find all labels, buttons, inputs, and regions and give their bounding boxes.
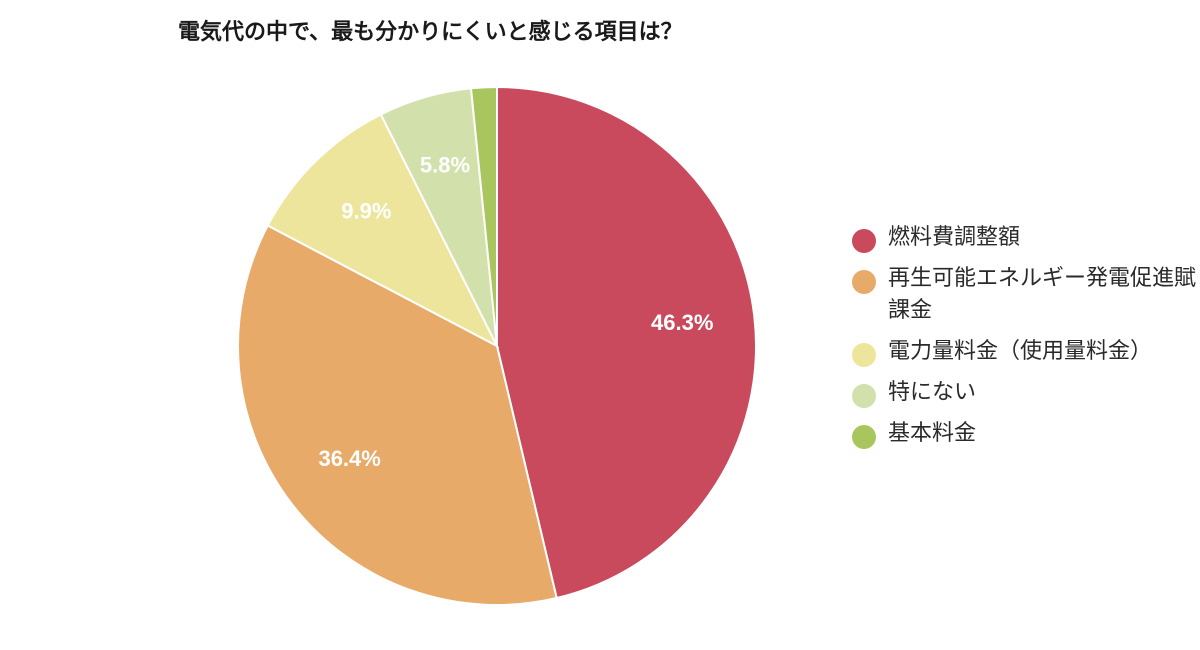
- legend-swatch-icon: [852, 343, 876, 367]
- legend-item-none[interactable]: 特にない: [850, 377, 1200, 409]
- chart-title: 電気代の中で、最も分かりにくいと感じる項目は？: [178, 20, 683, 45]
- slice-value-label: 36.4%: [318, 446, 380, 471]
- slice-value-label: 46.3%: [651, 310, 713, 335]
- pie-slice[interactable]: [469, 85, 498, 347]
- legend-swatch-icon: [852, 425, 876, 449]
- pie-slice[interactable]: [237, 224, 558, 606]
- legend-item-renewable-surcharge[interactable]: 再生可能エネルギー発電促進賦課金: [850, 263, 1200, 327]
- legend-swatch-icon: [852, 229, 876, 253]
- slice-value-label: 9.9%: [341, 199, 391, 224]
- legend-item-basic-charge[interactable]: 基本料金: [850, 418, 1200, 450]
- legend-label: 電力量料金（使用量料金）: [888, 339, 1153, 364]
- legend-label: 再生可能エネルギー発電促進賦課金: [888, 266, 1197, 323]
- legend-label: 特にない: [888, 380, 977, 405]
- pie-slice[interactable]: [266, 113, 500, 349]
- legend-item-energy-charge[interactable]: 電力量料金（使用量料金）: [850, 336, 1200, 368]
- legend-label: 燃料費調整額: [888, 225, 1021, 250]
- pie-slice[interactable]: [496, 85, 757, 600]
- legend: 燃料費調整額 再生可能エネルギー発電促進賦課金 電力量料金（使用量料金） 特にな…: [850, 222, 1200, 459]
- legend-label: 基本料金: [888, 421, 977, 446]
- legend-swatch-icon: [852, 270, 876, 294]
- legend-swatch-icon: [852, 384, 876, 408]
- legend-item-fuel-adjustment[interactable]: 燃料費調整額: [850, 222, 1200, 254]
- slice-value-label: 5.8%: [420, 153, 470, 178]
